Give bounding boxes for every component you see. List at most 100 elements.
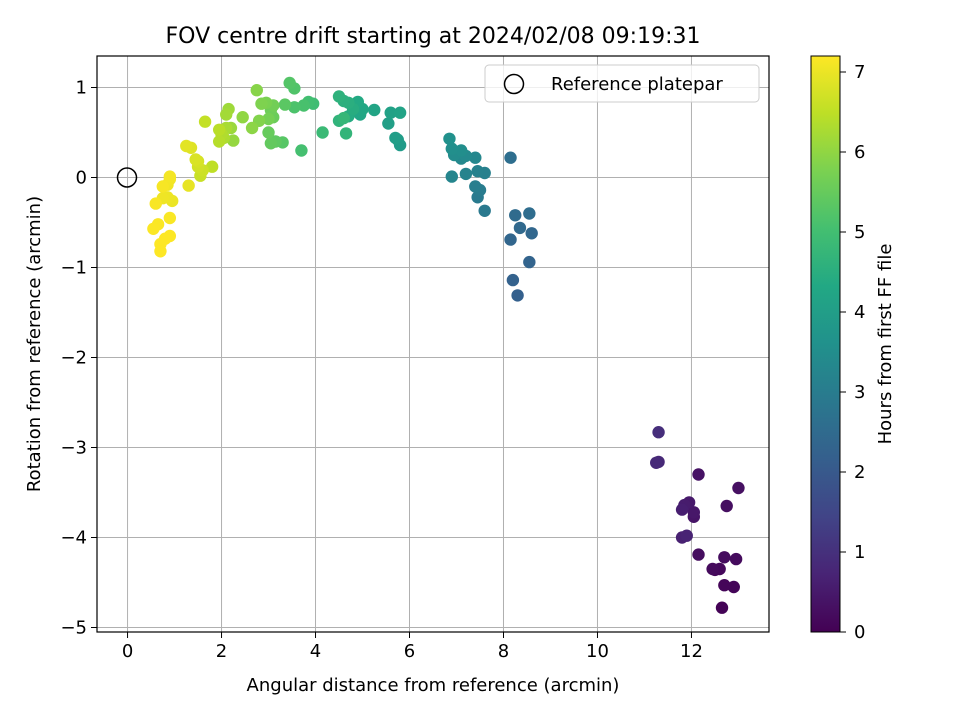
data-point bbox=[297, 99, 310, 112]
data-point bbox=[332, 90, 346, 103]
data-point bbox=[718, 579, 731, 592]
y-tick-label: −2 bbox=[60, 348, 87, 369]
data-point bbox=[288, 101, 301, 114]
chart-title: FOV centre drift starting at 2024/02/08 … bbox=[166, 24, 701, 49]
data-point bbox=[478, 204, 491, 217]
data-point bbox=[283, 76, 296, 90]
colorbar-tick-label: 3 bbox=[854, 382, 865, 403]
data-point bbox=[523, 255, 536, 269]
data-point bbox=[295, 144, 308, 157]
colorbar: 0 1 2 3 4 5 6 7 Hours from first FF file bbox=[810, 55, 896, 643]
data-point bbox=[180, 139, 193, 153]
data-point bbox=[227, 134, 240, 147]
data-point bbox=[727, 580, 740, 594]
data-point bbox=[389, 131, 402, 145]
data-point bbox=[255, 97, 268, 110]
colorbar-tick-label: 2 bbox=[854, 462, 865, 483]
data-point bbox=[163, 211, 177, 225]
data-point bbox=[445, 170, 458, 183]
data-point bbox=[262, 126, 275, 139]
y-tick-label: 0 bbox=[76, 168, 87, 189]
data-point bbox=[471, 165, 484, 178]
data-point bbox=[384, 106, 397, 119]
data-point bbox=[692, 548, 705, 561]
data-point bbox=[212, 123, 226, 136]
x-tick-label: 12 bbox=[680, 641, 703, 662]
data-point bbox=[506, 273, 520, 287]
data-point bbox=[382, 117, 395, 130]
colorbar-tick-label: 7 bbox=[854, 62, 865, 83]
data-point bbox=[504, 233, 517, 246]
x-axis-label: Angular distance from reference (arcmin) bbox=[247, 675, 620, 696]
data-point bbox=[212, 135, 226, 148]
reference-marker bbox=[116, 167, 138, 188]
y-tick-label: −1 bbox=[60, 258, 87, 279]
colorbar-tick-label: 0 bbox=[854, 622, 865, 643]
data-point bbox=[459, 167, 473, 181]
data-point bbox=[469, 180, 482, 193]
data-point bbox=[368, 103, 381, 117]
data-point bbox=[511, 289, 524, 302]
data-point bbox=[149, 197, 162, 210]
data-point bbox=[525, 227, 538, 240]
colorbar-tick-label: 5 bbox=[854, 222, 865, 243]
data-point bbox=[509, 209, 522, 222]
y-tick-label: −4 bbox=[60, 528, 87, 549]
data-point bbox=[706, 562, 719, 576]
data-point bbox=[278, 98, 292, 111]
data-point bbox=[675, 503, 689, 516]
data-point bbox=[454, 144, 468, 157]
colorbar-ticks: 0 1 2 3 4 5 6 7 bbox=[840, 62, 865, 643]
data-point bbox=[198, 115, 212, 128]
y-axis-label: Rotation from reference (arcmin) bbox=[24, 196, 45, 492]
colorbar-gradient bbox=[810, 55, 841, 633]
data-point bbox=[680, 529, 693, 542]
data-point bbox=[245, 121, 259, 135]
data-point bbox=[504, 151, 517, 164]
data-point bbox=[692, 468, 705, 481]
data-point bbox=[154, 245, 167, 258]
data-point bbox=[443, 132, 456, 145]
x-tick-label: 4 bbox=[310, 641, 321, 662]
data-point bbox=[652, 426, 665, 439]
data-point bbox=[147, 222, 160, 235]
colorbar-tick-label: 4 bbox=[854, 302, 865, 323]
legend: Reference platepar bbox=[484, 64, 760, 103]
y-tick-label: −5 bbox=[60, 618, 87, 639]
data-point bbox=[182, 179, 195, 192]
data-point bbox=[513, 221, 527, 235]
y-tick-label: −3 bbox=[60, 438, 87, 459]
data-point bbox=[729, 552, 743, 566]
data-point bbox=[715, 601, 729, 614]
data-point bbox=[720, 499, 733, 513]
colorbar-tick-label: 6 bbox=[854, 142, 865, 163]
x-tick-label: 2 bbox=[216, 641, 227, 662]
data-point bbox=[718, 551, 731, 564]
plot-frame bbox=[96, 55, 770, 633]
x-tick-label: 10 bbox=[586, 641, 609, 662]
data-point bbox=[262, 112, 275, 126]
data-point bbox=[220, 108, 233, 121]
data-point bbox=[393, 106, 407, 119]
data-point bbox=[337, 111, 350, 125]
data-point bbox=[156, 180, 169, 193]
data-point bbox=[523, 207, 536, 220]
x-tick-label: 6 bbox=[404, 641, 415, 662]
x-tick-label: 8 bbox=[498, 641, 509, 662]
data-point bbox=[189, 153, 202, 166]
data-point bbox=[205, 160, 219, 173]
data-point bbox=[163, 170, 177, 183]
data-point bbox=[650, 456, 663, 469]
colorbar-tick-label: 1 bbox=[854, 542, 865, 563]
data-point bbox=[236, 111, 249, 124]
data-point bbox=[316, 126, 329, 139]
y-tick-label: 1 bbox=[76, 78, 87, 99]
data-point bbox=[264, 137, 278, 150]
gridlines bbox=[97, 56, 769, 632]
data-point bbox=[250, 84, 263, 97]
data-point bbox=[469, 151, 482, 164]
data-point bbox=[445, 142, 458, 155]
x-axis-ticks: 0 2 4 6 8 10 12 bbox=[122, 632, 703, 662]
colorbar-label: Hours from first FF file bbox=[875, 244, 896, 445]
